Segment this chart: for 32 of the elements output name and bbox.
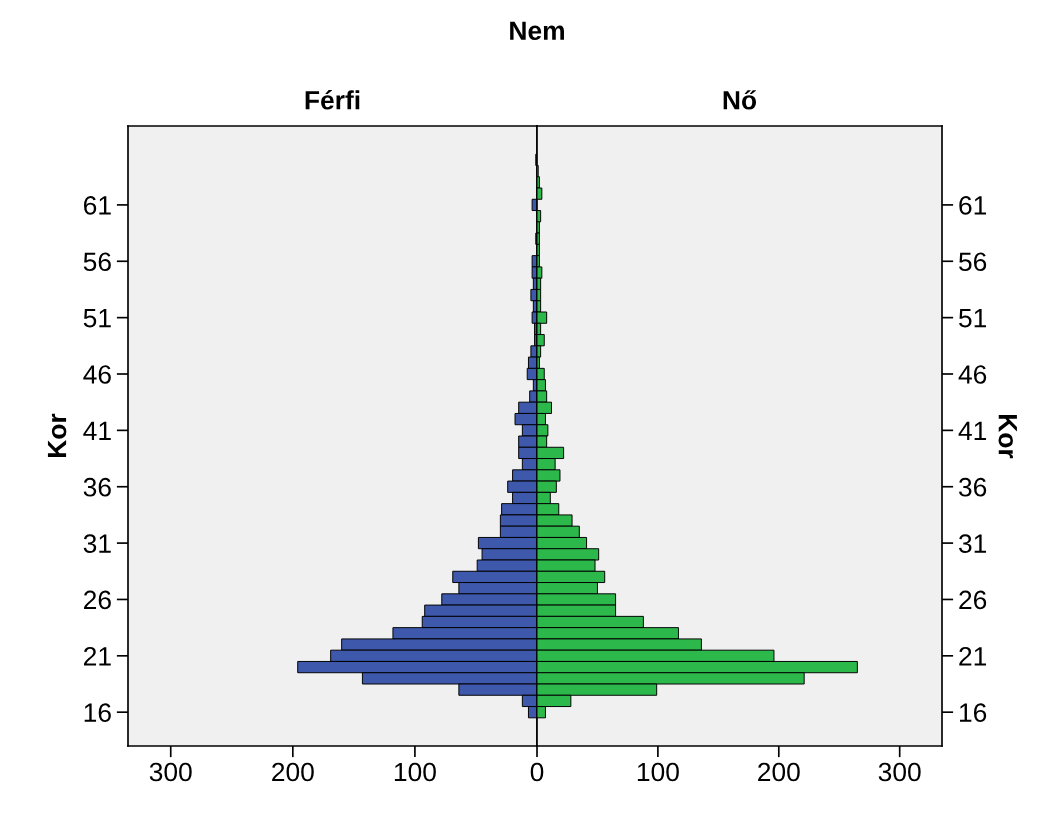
y-axis-title: Kor bbox=[47, 413, 67, 457]
y-tick-label: 41 bbox=[83, 421, 111, 440]
y-tick-label: 56 bbox=[959, 252, 987, 272]
y-tick-label: 36 bbox=[958, 477, 987, 497]
y-tick-label: 61 bbox=[84, 196, 111, 215]
x-tick-label: 200 bbox=[758, 762, 800, 782]
text: Nem bbox=[510, 21, 564, 41]
y-tick-label: 31 bbox=[958, 534, 987, 553]
y-tick-label: 36 bbox=[83, 477, 111, 497]
y-tick-label: 21 bbox=[959, 646, 987, 666]
y-tick-label: 21 bbox=[84, 646, 111, 666]
x-tick-label: 300 bbox=[149, 762, 192, 782]
chart-title: Férfi bbox=[305, 89, 360, 110]
y-tick-label: 26 bbox=[84, 590, 111, 610]
y-tick-label: 51 bbox=[959, 309, 987, 328]
x-tick-label: 100 bbox=[637, 762, 679, 782]
y-tick-label: 31 bbox=[83, 534, 111, 553]
y-tick-label: 16 bbox=[959, 703, 987, 722]
y-tick-label: 41 bbox=[958, 421, 987, 440]
x-tick-label: 300 bbox=[878, 762, 921, 782]
x-tick-label: 100 bbox=[394, 762, 436, 782]
chart-title: Nő bbox=[723, 90, 757, 110]
x-tick-label: 0 bbox=[530, 762, 544, 782]
y-tick-label: 61 bbox=[959, 196, 987, 215]
y-tick-label: 26 bbox=[959, 590, 987, 610]
y-tick-label: 56 bbox=[83, 252, 111, 272]
y-axis-title: Kor bbox=[998, 415, 1017, 459]
y-tick-label: 51 bbox=[83, 309, 111, 328]
y-tick-label: 16 bbox=[84, 703, 111, 722]
y-tick-label: 46 bbox=[83, 365, 111, 384]
y-tick-label: 46 bbox=[958, 365, 987, 384]
x-tick-label: 200 bbox=[272, 762, 314, 782]
